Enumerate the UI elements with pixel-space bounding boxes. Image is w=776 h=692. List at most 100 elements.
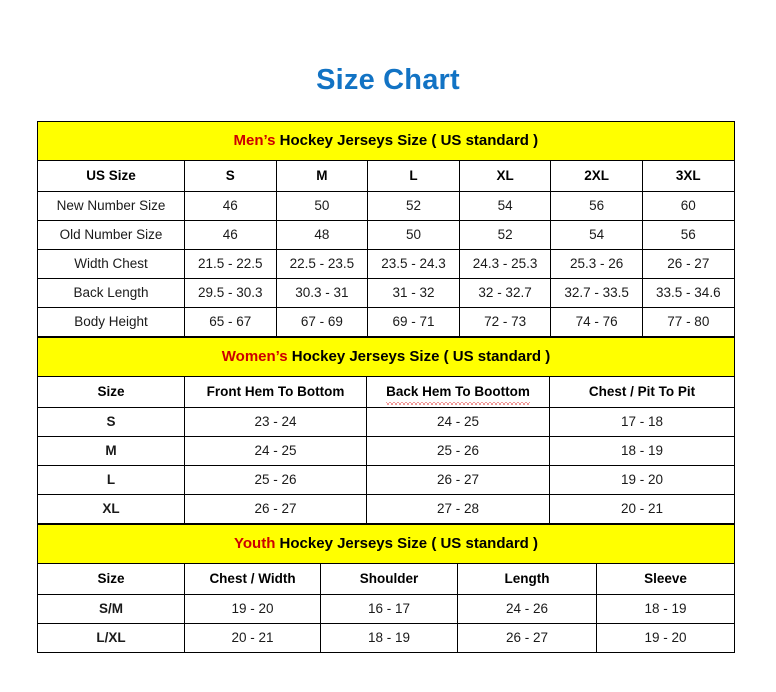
table-row: S 23 - 24 24 - 25 17 - 18	[37, 407, 736, 437]
mens-cell-3-0: 29.5 - 30.3	[184, 278, 277, 308]
table-row: Width Chest 21.5 - 22.5 22.5 - 23.5 23.5…	[37, 249, 735, 279]
youth-cell-1-1: 18 - 19	[320, 623, 458, 653]
mens-row-label-0: New Number Size	[37, 191, 185, 221]
table-row: L 25 - 26 26 - 27 19 - 20	[37, 465, 736, 495]
womens-cell-2-0: 25 - 26	[184, 465, 367, 495]
mens-cell-4-3: 72 - 73	[458, 307, 552, 337]
mens-cell-1-4: 54	[550, 220, 643, 250]
womens-row-label-2: L	[37, 465, 185, 495]
youth-size-table: Youth Hockey Jerseys Size ( US standard …	[37, 524, 735, 653]
youth-category-label: Youth	[234, 535, 276, 552]
womens-cell-3-0: 26 - 27	[184, 494, 367, 524]
womens-cell-1-0: 24 - 25	[184, 436, 367, 466]
mens-cell-0-5: 60	[641, 191, 735, 221]
misspelled-header-text: Back Hem To Boottom	[386, 377, 530, 407]
mens-cell-3-4: 32.7 - 33.5	[550, 278, 643, 308]
mens-cell-4-5: 77 - 80	[641, 307, 735, 337]
mens-size-table: Men’s Hockey Jerseys Size ( US standard …	[37, 121, 735, 337]
youth-banner-cell: Youth Hockey Jerseys Size ( US standard …	[37, 524, 735, 564]
mens-col-header-4: XL	[458, 160, 552, 192]
size-tables-container: Men’s Hockey Jerseys Size ( US standard …	[36, 121, 736, 653]
mens-category-label: Men’s	[233, 132, 276, 149]
womens-banner-rest: Hockey Jerseys Size ( US standard )	[287, 348, 551, 365]
mens-col-header-3: L	[367, 160, 460, 192]
mens-cell-0-1: 50	[275, 191, 369, 221]
mens-cell-0-2: 52	[367, 191, 460, 221]
womens-cell-1-2: 18 - 19	[548, 436, 736, 466]
mens-cell-1-5: 56	[641, 220, 735, 250]
mens-cell-1-3: 52	[458, 220, 552, 250]
table-row: L/XL 20 - 21 18 - 19 26 - 27 19 - 20	[37, 623, 735, 653]
youth-cell-1-0: 20 - 21	[184, 623, 321, 653]
womens-col-header-2: Back Hem To Boottom	[366, 376, 550, 408]
youth-section-banner: Youth Hockey Jerseys Size ( US standard …	[37, 524, 735, 564]
womens-cell-3-1: 27 - 28	[366, 494, 550, 524]
womens-cell-3-2: 20 - 21	[548, 494, 736, 524]
mens-row-label-1: Old Number Size	[37, 220, 185, 250]
youth-cell-1-2: 26 - 27	[457, 623, 597, 653]
mens-cell-1-0: 46	[184, 220, 277, 250]
womens-col-header-0: Size	[37, 376, 185, 408]
page-title: Size Chart	[316, 64, 460, 96]
youth-col-header-3: Length	[457, 563, 597, 595]
mens-cell-3-1: 30.3 - 31	[275, 278, 369, 308]
mens-col-header-6: 3XL	[641, 160, 735, 192]
mens-cell-3-2: 31 - 32	[367, 278, 460, 308]
mens-cell-4-1: 67 - 69	[275, 307, 369, 337]
womens-category-label: Women’s	[221, 348, 288, 365]
mens-cell-0-0: 46	[184, 191, 277, 221]
mens-cell-1-1: 48	[275, 220, 369, 250]
womens-banner-cell: Women’s Hockey Jerseys Size ( US standar…	[36, 337, 736, 377]
youth-row-label-0: S/M	[37, 594, 185, 624]
womens-cell-2-2: 19 - 20	[548, 465, 736, 495]
youth-cell-0-3: 18 - 19	[596, 594, 735, 624]
mens-col-header-1: S	[184, 160, 277, 192]
womens-cell-0-0: 23 - 24	[184, 407, 367, 437]
mens-col-header-5: 2XL	[550, 160, 643, 192]
mens-col-header-0: US Size	[37, 160, 185, 192]
table-row: New Number Size 46 50 52 54 56 60	[37, 191, 735, 221]
womens-cell-2-1: 26 - 27	[366, 465, 550, 495]
mens-row-label-4: Body Height	[37, 307, 185, 337]
womens-column-header-row: Size Front Hem To Bottom Back Hem To Boo…	[37, 376, 736, 408]
table-row: S/M 19 - 20 16 - 17 24 - 26 18 - 19	[37, 594, 735, 624]
mens-cell-0-4: 56	[550, 191, 643, 221]
youth-column-header-row: Size Chest / Width Shoulder Length Sleev…	[37, 563, 735, 595]
youth-cell-1-3: 19 - 20	[596, 623, 735, 653]
womens-cell-0-2: 17 - 18	[548, 407, 736, 437]
youth-cell-0-0: 19 - 20	[184, 594, 321, 624]
womens-col-header-1: Front Hem To Bottom	[184, 376, 367, 408]
table-row: Back Length 29.5 - 30.3 30.3 - 31 31 - 3…	[37, 278, 735, 308]
mens-banner-rest: Hockey Jerseys Size ( US standard )	[275, 132, 539, 149]
mens-cell-2-2: 23.5 - 24.3	[367, 249, 460, 279]
table-row: Body Height 65 - 67 67 - 69 69 - 71 72 -…	[37, 307, 735, 337]
mens-cell-2-5: 26 - 27	[641, 249, 735, 279]
mens-cell-3-5: 33.5 - 34.6	[641, 278, 735, 308]
mens-section-banner: Men’s Hockey Jerseys Size ( US standard …	[37, 121, 735, 161]
mens-cell-2-1: 22.5 - 23.5	[275, 249, 369, 279]
womens-section-banner: Women’s Hockey Jerseys Size ( US standar…	[36, 337, 736, 377]
mens-cell-1-2: 50	[367, 220, 460, 250]
youth-col-header-2: Shoulder	[320, 563, 458, 595]
womens-cell-1-1: 25 - 26	[366, 436, 550, 466]
table-row: M 24 - 25 25 - 26 18 - 19	[37, 436, 736, 466]
table-row: XL 26 - 27 27 - 28 20 - 21	[37, 494, 736, 524]
mens-cell-4-2: 69 - 71	[367, 307, 460, 337]
youth-row-label-1: L/XL	[37, 623, 185, 653]
youth-col-header-4: Sleeve	[596, 563, 735, 595]
mens-cell-0-3: 54	[458, 191, 552, 221]
youth-col-header-0: Size	[37, 563, 185, 595]
youth-cell-0-2: 24 - 26	[457, 594, 597, 624]
womens-col-header-3: Chest / Pit To Pit	[548, 376, 736, 408]
mens-banner-cell: Men’s Hockey Jerseys Size ( US standard …	[37, 121, 735, 161]
mens-cell-2-3: 24.3 - 25.3	[458, 249, 552, 279]
youth-col-header-1: Chest / Width	[184, 563, 321, 595]
womens-row-label-0: S	[37, 407, 185, 437]
womens-cell-0-1: 24 - 25	[366, 407, 550, 437]
youth-banner-rest: Hockey Jerseys Size ( US standard )	[275, 535, 538, 552]
mens-cell-3-3: 32 - 32.7	[458, 278, 552, 308]
mens-row-label-2: Width Chest	[37, 249, 185, 279]
mens-cell-2-0: 21.5 - 22.5	[184, 249, 277, 279]
mens-cell-2-4: 25.3 - 26	[550, 249, 643, 279]
